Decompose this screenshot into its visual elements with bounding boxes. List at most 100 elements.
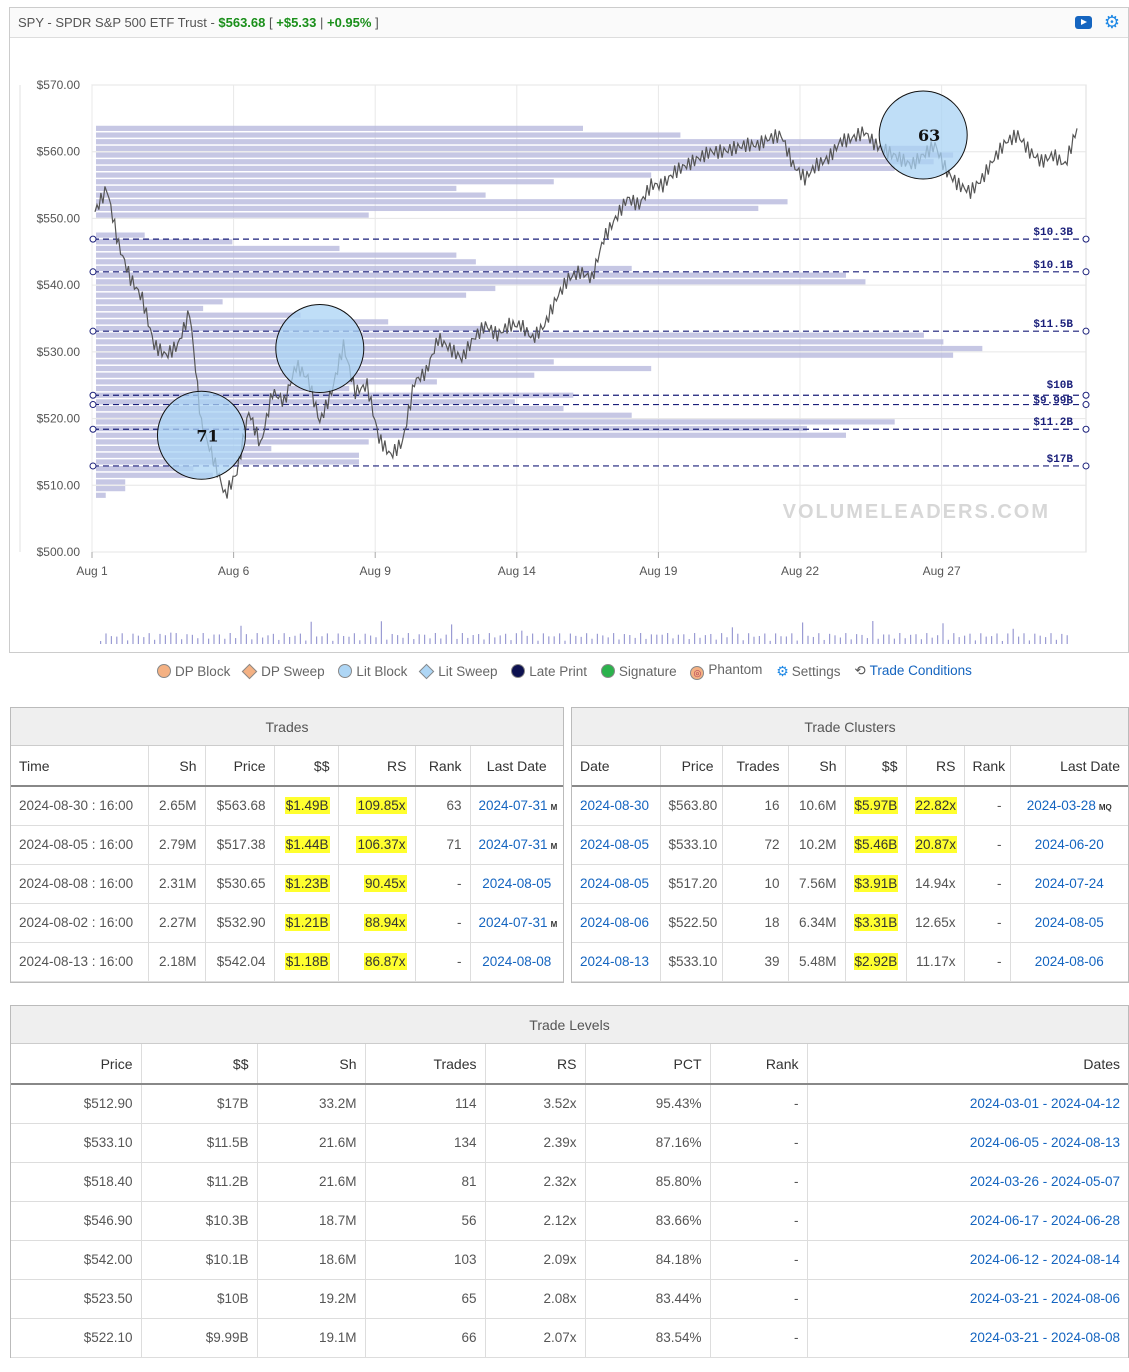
date-link[interactable]: 2024-03-21 - 2024-08-06	[969, 1291, 1120, 1306]
column-header[interactable]: Rank	[964, 746, 1011, 787]
date-link[interactable]: 2024-08-06	[1034, 954, 1104, 969]
column-header[interactable]: RS	[906, 746, 965, 787]
date-link[interactable]: 2024-08-08	[482, 954, 552, 969]
table-row[interactable]: 2024-08-02 : 16:00 2.27M $532.90 $1.21B 88.9…	[11, 903, 563, 943]
date-link[interactable]: 2024-08-05	[482, 876, 552, 891]
table-row[interactable]: 2024-08-05 : 16:00 2.79M $517.38 $1.44B 106.…	[11, 825, 563, 865]
date-link[interactable]: 2024-06-05 - 2024-08-13	[969, 1135, 1120, 1150]
date-link[interactable]: 2024-07-31	[478, 798, 548, 814]
legend-lit-sweep[interactable]: Lit Sweep	[418, 663, 498, 679]
level-label: $9.99B	[1033, 396, 1073, 408]
table-cell[interactable]: 2024-03-21 - 2024-08-06	[807, 1279, 1128, 1319]
column-header[interactable]: RS	[485, 1044, 586, 1085]
legend-lit-block[interactable]: Lit Block	[338, 663, 407, 679]
table-cell[interactable]: 2024-07-24	[1010, 864, 1128, 904]
date-link[interactable]: 2024-06-20	[1034, 837, 1104, 852]
table-row[interactable]: 2024-08-06 $522.50 18 6.34M $3.31B 12.65x - 202…	[572, 903, 1128, 943]
legend-late-print[interactable]: Late Print	[511, 663, 587, 679]
column-header[interactable]: Last Date	[470, 746, 563, 787]
column-header[interactable]: Sh	[148, 746, 206, 787]
column-header[interactable]: Dates	[807, 1044, 1128, 1085]
legend-settings[interactable]: ⚙ Settings	[776, 662, 841, 679]
table-cell[interactable]: 2024-06-05 - 2024-08-13	[807, 1123, 1128, 1163]
gear-icon[interactable]: ⚙	[1103, 12, 1120, 32]
table-cell[interactable]: 2024-07-31 M	[470, 903, 563, 943]
cell-value: 114	[454, 1096, 477, 1112]
legend-dp-block[interactable]: DP Block	[157, 663, 230, 679]
column-header[interactable]: Date	[572, 746, 661, 787]
table-row[interactable]: $512.90 $17B 33.2M 114 3.52x 95.43% - 2024-03-0…	[11, 1084, 1128, 1124]
table-cell[interactable]: 2024-08-05	[470, 864, 563, 904]
date-link[interactable]: 2024-07-31	[478, 915, 548, 930]
legend-trade-conditions[interactable]: ⟲ Trade Conditions	[854, 663, 972, 678]
column-header[interactable]: Rank	[415, 746, 471, 787]
table-row[interactable]: 2024-08-13 : 16:00 2.18M $542.04 $1.18B 86.8…	[11, 942, 563, 982]
table-cell[interactable]: 2024-08-05	[572, 864, 661, 904]
column-header[interactable]: Last Date	[1010, 746, 1128, 787]
table-row[interactable]: $523.50 $10B 19.2M 65 2.08x 83.44% - 2024-03-21…	[11, 1279, 1128, 1319]
column-header[interactable]: Price	[11, 1044, 142, 1085]
table-cell[interactable]: 2024-06-17 - 2024-06-28	[807, 1201, 1128, 1241]
column-header[interactable]: $$	[845, 746, 907, 787]
table-cell[interactable]: 2024-08-06	[572, 903, 661, 943]
cell-value: $542.00	[83, 1252, 133, 1267]
table-cell[interactable]: 2024-06-12 - 2024-08-14	[807, 1240, 1128, 1280]
table-row[interactable]: 2024-08-08 : 16:00 2.31M $530.65 $1.23B 90.4…	[11, 864, 563, 904]
column-header[interactable]: Trades	[722, 746, 789, 787]
column-header[interactable]: PCT	[585, 1044, 711, 1085]
table-row[interactable]: $533.10 $11.5B 21.6M 134 2.39x 87.16% - 2024-06…	[11, 1123, 1128, 1163]
table-cell[interactable]: 2024-06-20	[1010, 825, 1128, 865]
table-cell[interactable]: 2024-08-05	[572, 825, 661, 865]
table-row[interactable]: 2024-08-30 $563.80 16 10.6M $5.97B 22.82x -202…	[572, 786, 1128, 826]
table-row[interactable]: 2024-08-05 $533.10 72 10.2M $5.46B 20.87x - 202…	[572, 825, 1128, 865]
date-link[interactable]: 2024-06-12 - 2024-08-14	[969, 1252, 1120, 1267]
table-cell[interactable]: 2024-08-06	[1010, 942, 1128, 982]
table-cell[interactable]: 2024-03-26 - 2024-05-07	[807, 1162, 1128, 1202]
legend-dp-sweep[interactable]: DP Sweep	[241, 663, 325, 679]
column-header[interactable]: $$	[141, 1044, 258, 1085]
table-cell: 83.44%	[585, 1279, 711, 1319]
date-link[interactable]: 2024-03-01 - 2024-04-12	[969, 1096, 1120, 1112]
table-cell[interactable]: 2024-03-01 - 2024-04-12	[807, 1084, 1128, 1124]
date-link[interactable]: 2024-07-24	[1034, 876, 1104, 891]
table-row[interactable]: $518.40 $11.2B 21.6M 81 2.32x 85.80% - 2024-03-…	[11, 1162, 1128, 1202]
date-link[interactable]: 2024-06-17 - 2024-06-28	[969, 1213, 1120, 1228]
legend-signature[interactable]: Signature	[600, 663, 677, 679]
column-header[interactable]: Time	[11, 746, 149, 787]
date-link[interactable]: 2024-08-06	[580, 915, 650, 930]
column-header[interactable]: Sh	[788, 746, 846, 787]
column-header[interactable]: Trades	[365, 1044, 486, 1085]
date-link[interactable]: 2024-08-05	[580, 876, 650, 891]
date-link[interactable]: 2024-07-31	[478, 837, 548, 852]
table-cell[interactable]: 2024-03-28 MQ	[1010, 786, 1128, 826]
date-link[interactable]: 2024-08-05	[580, 837, 650, 852]
table-row[interactable]: $522.10 $9.99B 19.1M 66 2.07x 83.54% - 2024-03-…	[11, 1318, 1128, 1358]
cell-value: 109.85x	[356, 797, 407, 815]
table-row[interactable]: $546.90 $10.3B 18.7M 56 2.12x 83.66% - 2024-06-…	[11, 1201, 1128, 1241]
table-row[interactable]: 2024-08-13 $533.10 39 5.48M $2.92B 11.17x - 202…	[572, 942, 1128, 982]
table-row[interactable]: $542.00 $10.1B 18.6M 103 2.09x 84.18% - 2024-06…	[11, 1240, 1128, 1280]
table-row[interactable]: 2024-08-05 $517.20 10 7.56M $3.91B 14.94x - 202…	[572, 864, 1128, 904]
table-row[interactable]: 2024-08-30 : 16:00 2.65M $563.68 $1.49B 109.…	[11, 786, 563, 826]
table-cell[interactable]: 2024-08-30	[572, 786, 661, 826]
column-header[interactable]: Sh	[257, 1044, 366, 1085]
legend-phantom[interactable]: ◎ Phantom	[690, 662, 762, 680]
date-link[interactable]: 2024-03-28	[1026, 798, 1096, 814]
date-link[interactable]: 2024-08-13	[580, 954, 650, 969]
column-header[interactable]: $$	[274, 746, 339, 787]
table-cell[interactable]: 2024-08-13	[572, 942, 661, 982]
column-header[interactable]: RS	[338, 746, 416, 787]
date-link[interactable]: 2024-08-05	[1034, 915, 1104, 930]
column-header[interactable]: Price	[205, 746, 275, 787]
table-cell[interactable]: 2024-07-31 M	[470, 825, 563, 865]
date-link[interactable]: 2024-08-30	[580, 798, 650, 814]
table-cell[interactable]: 2024-08-08	[470, 942, 563, 982]
video-icon[interactable]	[1075, 16, 1092, 29]
date-link[interactable]: 2024-03-26 - 2024-05-07	[969, 1174, 1120, 1189]
column-header[interactable]: Rank	[710, 1044, 808, 1085]
date-link[interactable]: 2024-03-21 - 2024-08-08	[969, 1330, 1120, 1345]
table-cell[interactable]: 2024-08-05	[1010, 903, 1128, 943]
table-cell[interactable]: 2024-03-21 - 2024-08-08	[807, 1318, 1128, 1358]
column-header[interactable]: Price	[660, 746, 723, 787]
table-cell[interactable]: 2024-07-31 M	[470, 786, 563, 826]
